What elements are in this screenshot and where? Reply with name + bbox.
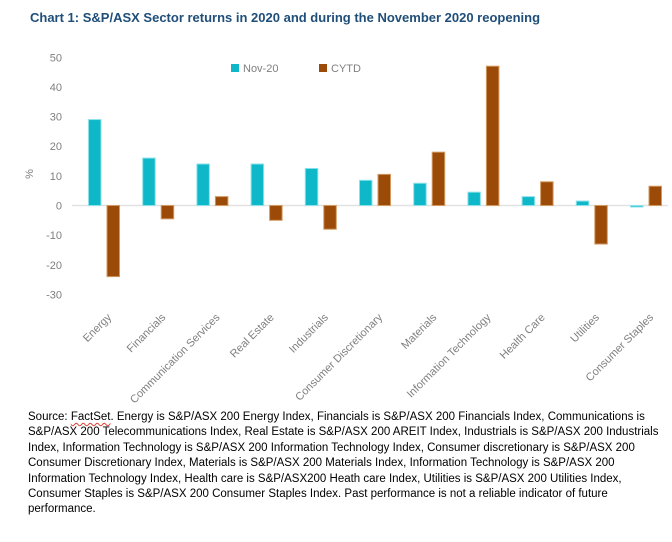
bar-nov-20-information-technology xyxy=(467,191,481,207)
bar-cytd-real-estate xyxy=(269,205,283,221)
x-axis-label-utilities: Utilities xyxy=(568,311,602,345)
bar-cytd-energy xyxy=(106,205,120,278)
bar-nov-20-consumer-discretionary xyxy=(359,179,373,206)
bar-nov-20-consumer-staples xyxy=(630,205,644,208)
bar-nov-20-industrials xyxy=(304,167,319,206)
x-axis-label-communication-services: Communication Services xyxy=(128,311,223,406)
bar-nov-20-energy xyxy=(88,119,102,206)
bar-cytd-materials xyxy=(431,151,446,207)
bar-cytd-consumer-staples xyxy=(648,185,662,206)
x-axis-label-energy: Energy xyxy=(81,311,114,344)
bar-nov-20-real-estate xyxy=(250,163,265,206)
y-axis-title: % xyxy=(24,169,36,179)
bar-cytd-consumer-discretionary xyxy=(377,173,391,207)
x-axis-label-materials: Materials xyxy=(399,311,439,351)
x-axis-label-industrials: Industrials xyxy=(287,311,331,355)
y-tick-label-10: 10 xyxy=(50,171,62,183)
footnote-source-word: FactSet xyxy=(70,411,111,423)
bar-cytd-financials xyxy=(160,205,175,220)
y-tick-label-30: 30 xyxy=(50,112,62,124)
y-tick-label--20: -20 xyxy=(46,260,62,272)
x-axis-label-financials: Financials xyxy=(125,311,169,355)
bar-nov-20-utilities xyxy=(575,200,590,207)
bar-cytd-utilities xyxy=(594,205,608,245)
y-tick-label-40: 40 xyxy=(50,82,62,94)
legend-marker-nov-20 xyxy=(231,64,239,72)
footnote: Source: FactSet. Energy is S&P/ASX 200 E… xyxy=(28,410,661,518)
bar-nov-20-communication-services xyxy=(196,163,210,206)
legend-label-cytd: CYTD xyxy=(331,63,361,75)
bar-cytd-industrials xyxy=(323,205,337,230)
y-tick-label-0: 0 xyxy=(56,201,62,213)
x-axis-label-health-care: Health Care xyxy=(498,312,548,362)
bar-nov-20-materials xyxy=(413,182,427,207)
legend-marker-cytd xyxy=(319,64,327,72)
sector-returns-bar-chart: 50 40 30 20 10 0 -10 -20 -30% Energy FinancialsCom… xyxy=(24,52,668,406)
y-tick-label-20: 20 xyxy=(50,141,62,153)
chart-title: Chart 1: S&P/ASX Sector returns in 2020 … xyxy=(30,10,541,25)
x-axis-label-consumer-discretionary: Consumer Discretionary xyxy=(293,311,385,403)
bar-cytd-information-technology xyxy=(485,65,500,206)
bar-cytd-health-care xyxy=(540,181,554,206)
bar-nov-20-financials xyxy=(142,157,156,206)
footnote-source-prefix: Source: xyxy=(28,411,71,423)
y-tick-label-50: 50 xyxy=(50,52,62,64)
legend-label-nov-20: Nov-20 xyxy=(243,63,278,75)
x-axis-label-real-estate: Real Estate xyxy=(228,312,277,361)
bar-cytd-communication-services xyxy=(214,196,229,207)
y-tick-label--30: -30 xyxy=(46,289,62,301)
bar-nov-20-health-care xyxy=(521,196,536,207)
footnote-body-text: . Energy is S&P/ASX 200 Energy Index, Fi… xyxy=(28,411,659,516)
y-tick-label--10: -10 xyxy=(46,230,62,242)
